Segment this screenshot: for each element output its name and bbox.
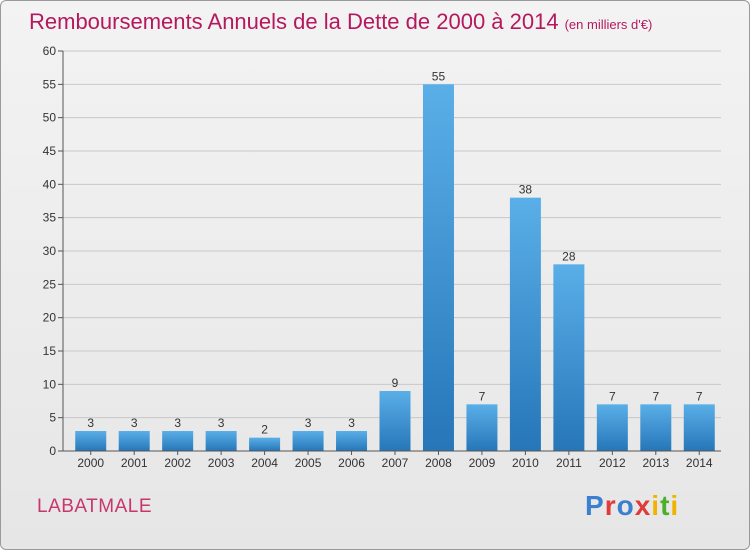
- logo-letter: P: [585, 490, 605, 521]
- bar-value-label: 2: [261, 423, 268, 437]
- bar-value-label: 7: [609, 389, 616, 403]
- x-tick-label: 2003: [208, 456, 235, 470]
- x-tick-label: 2013: [642, 456, 669, 470]
- bar: [379, 391, 411, 451]
- bar: [292, 431, 324, 451]
- logo-letter: t: [660, 490, 671, 521]
- y-tick-label: 0: [49, 444, 56, 458]
- bar-value-label: 3: [218, 416, 225, 430]
- x-tick-label: 2010: [512, 456, 539, 470]
- logo-letter: r: [604, 490, 617, 521]
- y-tick-label: 60: [43, 44, 57, 58]
- y-tick-label: 55: [43, 77, 57, 91]
- y-tick-label: 10: [43, 377, 57, 391]
- x-tick-label: 2006: [338, 456, 365, 470]
- bar: [336, 431, 368, 451]
- bar: [249, 437, 281, 451]
- bar: [118, 431, 150, 451]
- bar: [422, 84, 454, 451]
- bar-value-label: 3: [348, 416, 355, 430]
- x-tick-label: 2007: [382, 456, 409, 470]
- chart-title-text: Remboursements Annuels de la Dette de 20…: [29, 9, 559, 34]
- bar-value-label: 7: [652, 389, 659, 403]
- bar: [466, 404, 498, 451]
- logo-letter: x: [634, 490, 652, 521]
- axes: [58, 50, 721, 455]
- labels: 0 5 10 15 20 25 30 35 40 45 50 55 60 3 2000 3 2001 3 2002 3…: [43, 44, 713, 470]
- bar: [596, 404, 628, 451]
- grid-lines: [63, 50, 721, 419]
- bar-value-label: 28: [562, 249, 576, 263]
- x-tick-label: 2001: [121, 456, 148, 470]
- chart-title: Remboursements Annuels de la Dette de 20…: [29, 9, 652, 35]
- y-tick-label: 15: [43, 344, 57, 358]
- bar: [553, 264, 585, 451]
- y-tick-label: 5: [49, 411, 56, 425]
- logo-letter: i: [651, 490, 661, 521]
- bar-value-label: 7: [479, 389, 486, 403]
- y-tick-label: 25: [43, 277, 57, 291]
- x-tick-label: 2008: [425, 456, 452, 470]
- logo-letter: o: [616, 490, 635, 521]
- bar-value-label: 55: [432, 69, 446, 83]
- y-tick-label: 20: [43, 311, 57, 325]
- bar-value-label: 38: [519, 183, 533, 197]
- bar: [162, 431, 194, 451]
- logo-letter: i: [670, 490, 680, 521]
- bar: [205, 431, 237, 451]
- bar-value-label: 7: [696, 389, 703, 403]
- y-tick-label: 45: [43, 144, 57, 158]
- x-tick-label: 2014: [686, 456, 713, 470]
- bar: [509, 197, 541, 451]
- bar-value-label: 9: [392, 376, 399, 390]
- bar-value-label: 3: [87, 416, 94, 430]
- x-tick-label: 2004: [251, 456, 278, 470]
- y-tick-label: 50: [43, 111, 57, 125]
- y-tick-label: 40: [43, 177, 57, 191]
- x-tick-label: 2000: [77, 456, 104, 470]
- chart-unit: (en milliers d'€): [564, 17, 653, 32]
- bar-value-label: 3: [305, 416, 312, 430]
- x-tick-label: 2012: [599, 456, 626, 470]
- bar: [75, 431, 107, 451]
- bar-value-label: 3: [131, 416, 138, 430]
- x-tick-label: 2005: [295, 456, 322, 470]
- bars: [75, 84, 715, 451]
- bar: [683, 404, 715, 451]
- x-tick-label: 2009: [469, 456, 496, 470]
- y-tick-label: 35: [43, 211, 57, 225]
- bar: [640, 404, 672, 451]
- y-tick-label: 30: [43, 244, 57, 258]
- x-tick-label: 2002: [164, 456, 191, 470]
- bar-value-label: 3: [174, 416, 181, 430]
- x-tick-label: 2011: [556, 456, 582, 470]
- proxiti-logo: Proxiti: [585, 490, 679, 522]
- commune-name: LABATMALE: [37, 496, 153, 517]
